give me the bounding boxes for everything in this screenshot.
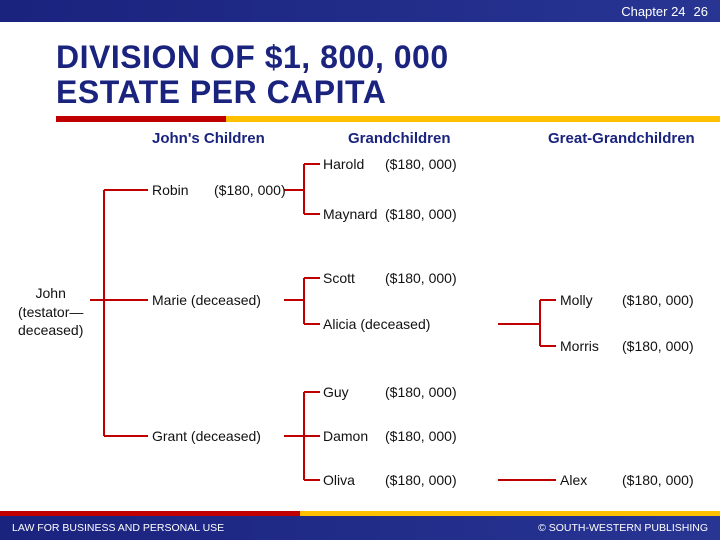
testator-note1: (testator—	[18, 303, 83, 321]
header-bar: Chapter 24 26	[0, 0, 720, 22]
title-line2: ESTATE PER CAPITA	[56, 75, 720, 110]
person-name: Alex	[560, 472, 587, 488]
person-robin: Robin($180, 000)	[152, 182, 189, 198]
footer-right: © SOUTH-WESTERN PUBLISHING	[538, 522, 708, 534]
person-molly: Molly($180, 000)	[560, 292, 593, 308]
person-amount: ($180, 000)	[214, 182, 286, 198]
person-guy: Guy($180, 000)	[323, 384, 349, 400]
person-damon: Damon($180, 000)	[323, 428, 368, 444]
title-line1: DIVISION OF $1, 800, 000	[56, 40, 720, 75]
testator-john: John (testator— deceased)	[18, 284, 83, 339]
person-name: Maynard	[323, 206, 377, 222]
person-amount: ($180, 000)	[385, 206, 457, 222]
person-name: Scott	[323, 270, 355, 286]
person-amount: ($180, 000)	[385, 156, 457, 172]
person-scott: Scott($180, 000)	[323, 270, 355, 286]
person-grant: Grant (deceased)	[152, 428, 261, 444]
person-amount: ($180, 000)	[385, 428, 457, 444]
person-name: Damon	[323, 428, 368, 444]
person-name: Guy	[323, 384, 349, 400]
person-alex: Alex($180, 000)	[560, 472, 587, 488]
col-head-children: John's Children	[152, 130, 265, 147]
person-note: (deceased)	[187, 292, 261, 308]
person-harold: Harold($180, 000)	[323, 156, 364, 172]
person-amount: ($180, 000)	[622, 338, 694, 354]
person-name: Oliva	[323, 472, 355, 488]
person-note: (deceased)	[187, 428, 261, 444]
person-amount: ($180, 000)	[622, 472, 694, 488]
page-title: DIVISION OF $1, 800, 000 ESTATE PER CAPI…	[0, 22, 720, 116]
person-name: Molly	[560, 292, 593, 308]
person-name: Harold	[323, 156, 364, 172]
person-amount: ($180, 000)	[622, 292, 694, 308]
testator-name: John	[18, 284, 83, 302]
estate-diagram: John's Children Grandchildren Great-Gran…	[0, 122, 720, 502]
person-morris: Morris($180, 000)	[560, 338, 599, 354]
chapter-label: Chapter 24	[621, 4, 685, 19]
col-head-great-grandchildren: Great-Grandchildren	[548, 130, 695, 147]
page-number: 26	[694, 4, 708, 19]
person-oliva: Oliva($180, 000)	[323, 472, 355, 488]
person-alicia: Alicia (deceased)	[323, 316, 430, 332]
person-maynard: Maynard($180, 000)	[323, 206, 377, 222]
footer-bar: LAW FOR BUSINESS AND PERSONAL USE © SOUT…	[0, 516, 720, 540]
person-name: Morris	[560, 338, 599, 354]
person-note: (deceased)	[356, 316, 430, 332]
person-marie: Marie (deceased)	[152, 292, 261, 308]
person-amount: ($180, 000)	[385, 270, 457, 286]
testator-note2: deceased)	[18, 321, 83, 339]
person-name: Grant	[152, 428, 187, 444]
person-amount: ($180, 000)	[385, 472, 457, 488]
person-name: Alicia	[323, 316, 356, 332]
connector-lines	[0, 122, 720, 502]
person-name: Marie	[152, 292, 187, 308]
person-name: Robin	[152, 182, 189, 198]
col-head-grandchildren: Grandchildren	[348, 130, 451, 147]
footer-left: LAW FOR BUSINESS AND PERSONAL USE	[12, 522, 224, 534]
person-amount: ($180, 000)	[385, 384, 457, 400]
